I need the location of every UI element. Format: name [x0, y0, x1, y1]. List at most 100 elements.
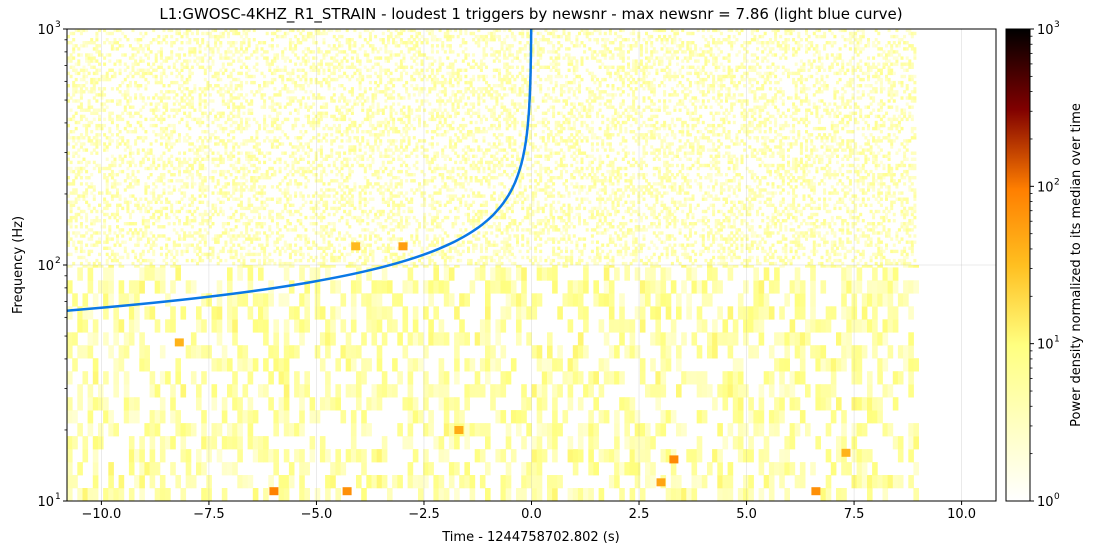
- heatmap-cell: [433, 475, 439, 489]
- heatmap-cell: [224, 228, 228, 232]
- heatmap-cell: [237, 423, 243, 437]
- heatmap-cell: [304, 182, 308, 186]
- heatmap-cell: [614, 197, 618, 201]
- heatmap-cell: [872, 410, 878, 424]
- heatmap-cell: [903, 265, 909, 268]
- heatmap-cell: [211, 222, 215, 226]
- heatmap-cell: [278, 197, 282, 201]
- heatmap-cell: [670, 261, 674, 266]
- heatmap-cell: [575, 243, 579, 247]
- heatmap-cell: [593, 206, 597, 211]
- heatmap-cell: [539, 179, 543, 183]
- heatmap-cell: [812, 222, 816, 226]
- heatmap-cell: [761, 212, 765, 217]
- heatmap-cell: [448, 176, 452, 180]
- heatmap-cell: [319, 234, 323, 238]
- heatmap-cell: [539, 188, 543, 192]
- heatmap-cell: [446, 249, 450, 254]
- heatmap-cell: [745, 225, 749, 229]
- heatmap-cell: [846, 176, 850, 180]
- heatmap-cell: [681, 332, 687, 346]
- heatmap-cell: [118, 358, 125, 372]
- heatmap-cell: [905, 261, 909, 266]
- heatmap-cell: [485, 176, 488, 180]
- heatmap-cell: [872, 188, 876, 192]
- heatmap-cell: [232, 228, 236, 232]
- heatmap-cell: [634, 252, 638, 257]
- heatmap-cell: [676, 200, 679, 204]
- heatmap-cell: [608, 182, 612, 186]
- heatmap-cell: [325, 194, 329, 198]
- heatmap-cell: [624, 200, 628, 204]
- heatmap-cell: [639, 246, 643, 250]
- heatmap-cell: [877, 182, 881, 186]
- heatmap-cell: [611, 182, 615, 186]
- heatmap-cell: [616, 225, 620, 229]
- heatmap-cell: [428, 179, 432, 183]
- heatmap-cell: [159, 265, 166, 268]
- heatmap-cell: [908, 188, 912, 192]
- heatmap-cell: [861, 462, 868, 476]
- heatmap-cell: [219, 191, 223, 195]
- heatmap-cell: [528, 185, 532, 189]
- heatmap-cell: [67, 194, 70, 198]
- heatmap-cell: [598, 258, 602, 263]
- heatmap-cell: [139, 345, 145, 359]
- heatmap-cell: [397, 258, 401, 263]
- heatmap-cell: [544, 182, 548, 186]
- heatmap-cell: [531, 261, 535, 266]
- heatmap-cell: [647, 206, 651, 211]
- heatmap-cell: [575, 197, 579, 201]
- heatmap-cell: [330, 188, 334, 192]
- heatmap-cell: [454, 182, 458, 186]
- heatmap-cell: [503, 237, 507, 241]
- heatmap-cell: [252, 449, 259, 463]
- heatmap-cell: [495, 265, 501, 268]
- heatmap-cell: [430, 222, 434, 226]
- heatmap-cell: [593, 215, 597, 220]
- heatmap-cell: [167, 191, 171, 195]
- heatmap-cell: [433, 332, 439, 346]
- heatmap-cell: [90, 243, 94, 247]
- heatmap-cell: [221, 212, 225, 217]
- heatmap-cell: [77, 212, 81, 217]
- heatmap-cell: [678, 185, 682, 189]
- heatmap-cell: [121, 234, 125, 238]
- heatmap-cell: [905, 252, 909, 257]
- heatmap-cell: [887, 306, 894, 320]
- heatmap-cell: [583, 345, 589, 359]
- heatmap-cell: [82, 191, 86, 195]
- heatmap-cell: [301, 194, 305, 198]
- heatmap-cell: [474, 384, 481, 398]
- heatmap-cell: [348, 225, 352, 229]
- heatmap-cell: [296, 249, 300, 254]
- heatmap-cell: [536, 449, 543, 463]
- heatmap-cell: [134, 182, 138, 186]
- heatmap-cell: [175, 410, 181, 424]
- heatmap-cell: [526, 249, 530, 254]
- heatmap-cell: [206, 219, 210, 223]
- heatmap-cell: [283, 191, 287, 195]
- heatmap-cell: [725, 179, 728, 183]
- heatmap-cell: [190, 332, 197, 346]
- heatmap-cell: [758, 293, 765, 307]
- heatmap-cell: [854, 249, 858, 254]
- heatmap-cell: [448, 397, 455, 411]
- heatmap-cell: [428, 194, 432, 198]
- heatmap-cell: [371, 255, 375, 260]
- heatmap-cell: [518, 249, 522, 254]
- heatmap-cell: [159, 194, 163, 198]
- heatmap-cell: [694, 222, 698, 226]
- heatmap-cell: [113, 231, 117, 235]
- heatmap-cell: [681, 222, 685, 226]
- heatmap-cell: [544, 240, 548, 244]
- heatmap-cell: [810, 306, 816, 320]
- heatmap-cell: [167, 237, 171, 241]
- heatmap-cell: [812, 185, 816, 189]
- heatmap-cell: [265, 176, 269, 180]
- heatmap-cell: [250, 252, 254, 257]
- heatmap-cell: [650, 255, 654, 260]
- heatmap-cell: [472, 234, 476, 238]
- heatmap-cell: [743, 265, 749, 268]
- heatmap-cell: [593, 280, 599, 294]
